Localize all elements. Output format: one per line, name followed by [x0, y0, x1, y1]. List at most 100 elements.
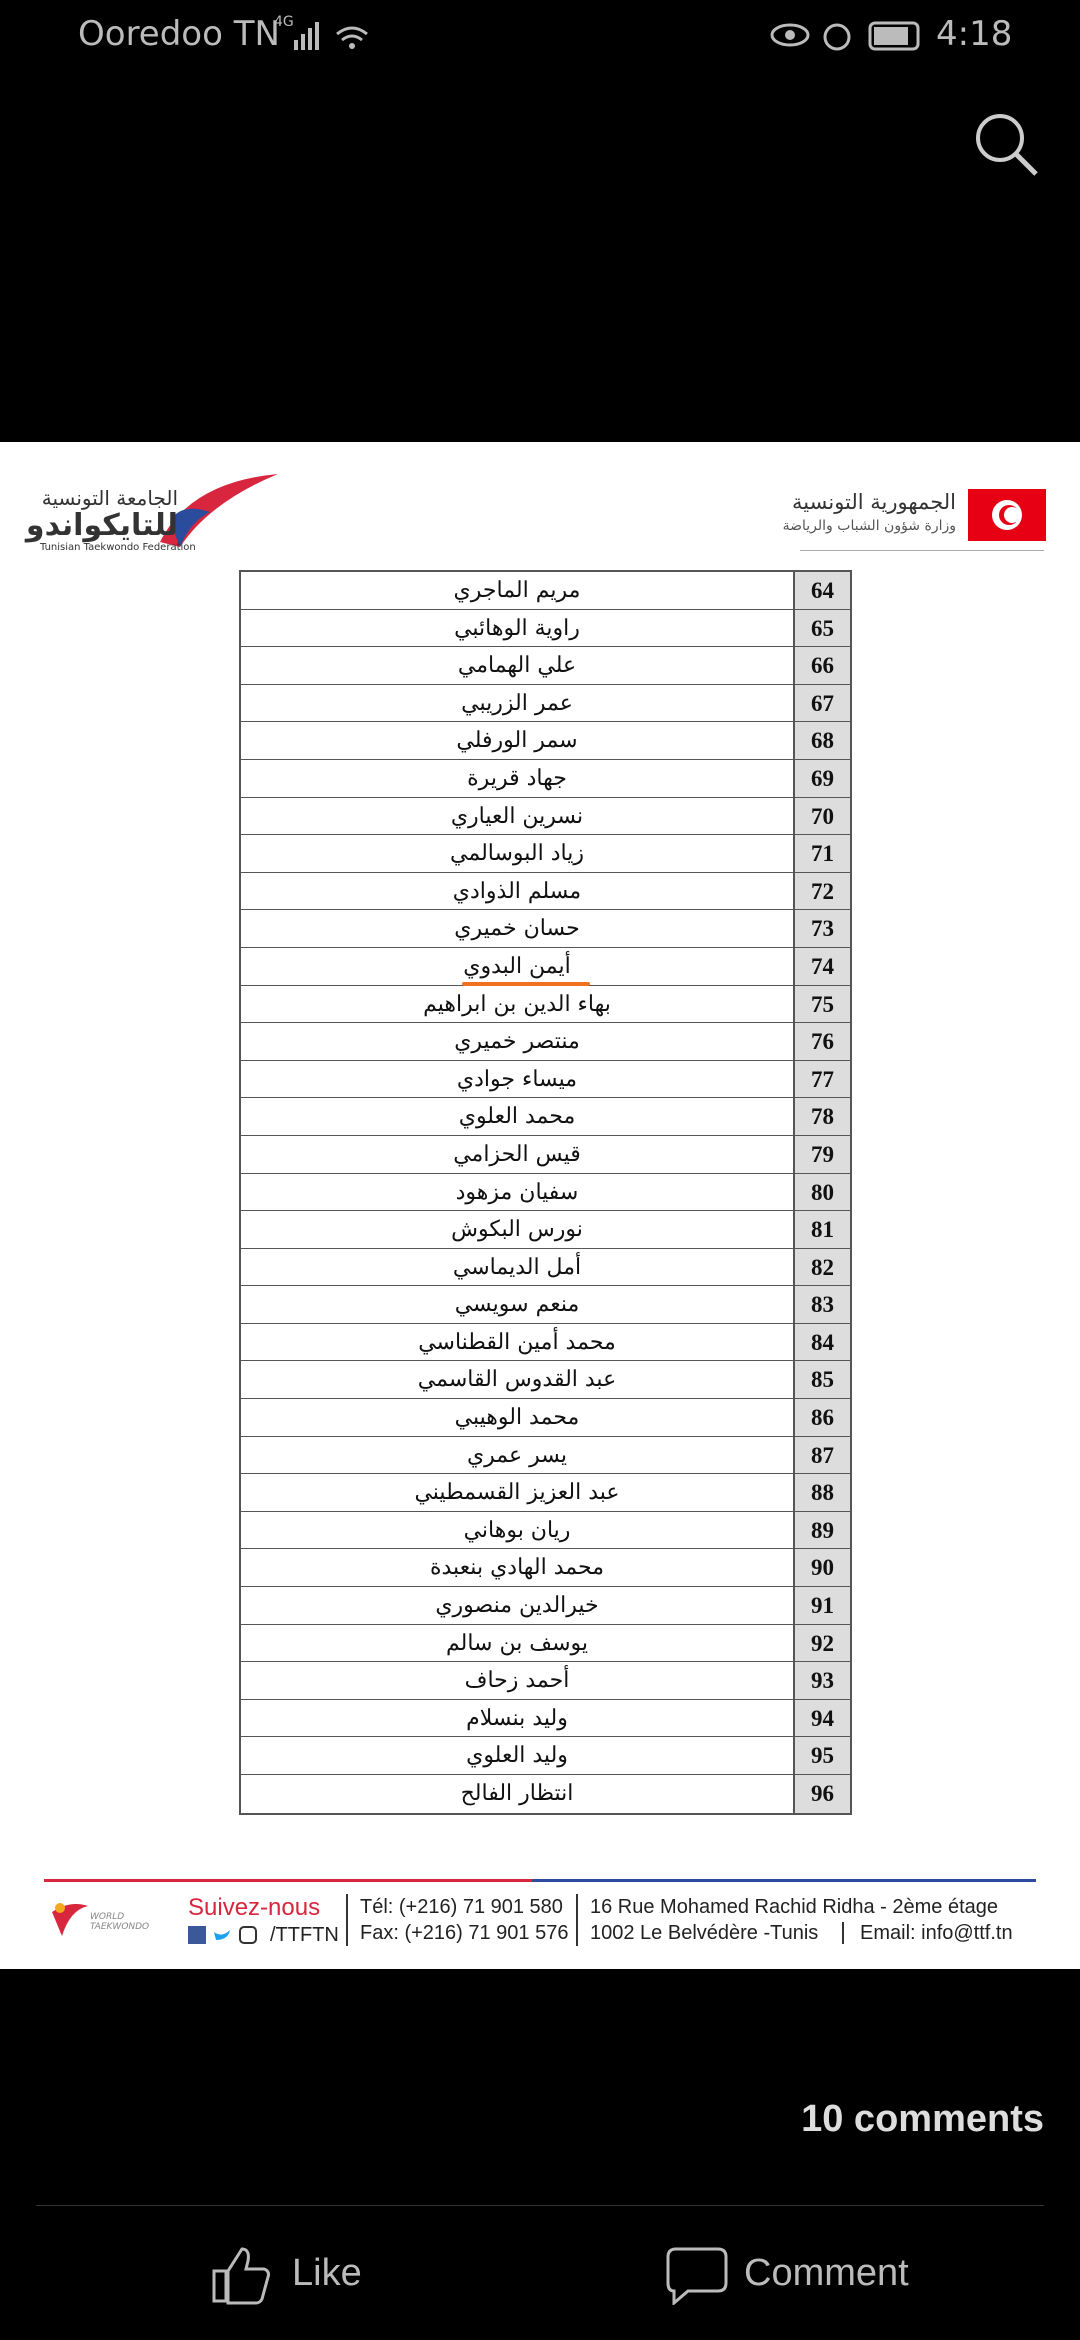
name-cell: أحمد زحاف [464, 1668, 570, 1694]
search-button[interactable] [970, 108, 1042, 180]
number-cell: 85 [793, 1361, 850, 1399]
name-cell: أمل الديماسي [452, 1254, 582, 1280]
social-icons[interactable] [188, 1926, 270, 1946]
table-row: وليد بنسلام 94 [241, 1699, 850, 1738]
table-row: منعم سويسي 83 [241, 1286, 850, 1324]
table-row: محمد أمين القطناسي 84 [241, 1323, 850, 1362]
status-icons [770, 21, 920, 51]
comment-button[interactable]: Comment [744, 2252, 909, 2294]
name-cell: حسان خميري [454, 916, 580, 942]
name-cell: راوية الوهائبي [454, 615, 580, 641]
number-cell: 79 [793, 1135, 850, 1173]
name-cell: سمر الورفلي [456, 728, 578, 754]
name-cell: منتصر خميري [454, 1029, 580, 1055]
name-cell: سفيان مزهود [455, 1179, 579, 1205]
address: 1002 Le Belvédère -Tunis [590, 1922, 819, 1944]
wt-logo-text: WORLD TAEKWONDO [90, 1912, 150, 1932]
number-cell: 65 [793, 609, 850, 647]
number-cell: 66 [793, 647, 850, 684]
name-table: مريم الماجري 64 راوية الوهائبي 65 علي الهمام… [239, 570, 852, 1815]
sep [576, 1894, 578, 1946]
number-cell: 81 [793, 1211, 850, 1248]
federation-logo [160, 474, 278, 547]
like-button[interactable]: Like [292, 2252, 362, 2294]
number-cell: 67 [793, 684, 850, 722]
name-cell: أيمن البدوي [463, 953, 571, 979]
table-row: وليد العلوي 95 [241, 1737, 850, 1775]
table-row: علي الهمامي 66 [241, 647, 850, 685]
table-row: بهاء الدين بن ابراهيم 75 [241, 985, 850, 1024]
name-cell: مريم الماجري [453, 578, 581, 603]
footer-rule [532, 1879, 1036, 1882]
name-cell: زياد البوسالمي [450, 841, 584, 867]
number-cell: 76 [793, 1023, 850, 1060]
table-row: أمل الديماسي 82 [241, 1248, 850, 1287]
number-cell: 78 [793, 1098, 850, 1135]
name-cell: محمد الهادي بنعبدة [429, 1555, 604, 1581]
comments-count[interactable]: 10 comments [801, 2098, 1044, 2140]
table-row: يوسف بن سالم 92 [241, 1624, 850, 1663]
name-cell: قيس الحزامي [453, 1141, 581, 1167]
number-cell: 83 [793, 1286, 850, 1323]
email: Email: info@ttf.tn [860, 1922, 1013, 1944]
footer-rule [44, 1879, 532, 1882]
table-row: عبد العزيز القسمطيني 88 [241, 1474, 850, 1512]
table-row: مسلم الذوادي 72 [241, 872, 850, 911]
number-cell: 70 [793, 797, 850, 835]
number-cell: 80 [793, 1173, 850, 1211]
number-cell: 84 [793, 1323, 850, 1361]
number-cell: 73 [793, 910, 850, 947]
follow: Suivez-nous [188, 1894, 321, 1921]
name-cell: ميساء جوادي [456, 1066, 578, 1092]
federation-name-ar: للتايكواندو [25, 508, 178, 543]
table-row: نورس البكوش 81 [241, 1211, 850, 1249]
name-cell: انتظار الفالح [460, 1781, 574, 1806]
table-row: انتظار الفالح 96 [241, 1775, 850, 1813]
name-cell: مسلم الذوادي [452, 878, 582, 904]
number-cell: 69 [793, 759, 850, 797]
comment-icon[interactable] [666, 2245, 728, 2305]
name-cell: بهاء الدين بن ابراهيم [423, 991, 611, 1017]
like-icon[interactable] [210, 2245, 274, 2305]
network: 4G [274, 14, 294, 30]
number-cell: 64 [793, 572, 850, 609]
name-cell: عبد العزيز القسمطيني [414, 1480, 620, 1506]
table-row: منتصر خميري 76 [241, 1023, 850, 1061]
name-cell: محمد الوهيبي [454, 1405, 580, 1431]
name-cell: ريان بوهاني [463, 1517, 571, 1543]
document-image[interactable]: الجامعة التونسية للتايكواندو Tunisian Ta… [0, 442, 1080, 1969]
name-cell: نسرين العياري [450, 803, 584, 829]
table-row: قيس الحزامي 79 [241, 1135, 850, 1174]
number-cell: 86 [793, 1399, 850, 1436]
table-row: محمد الهادي بنعبدة 90 [241, 1549, 850, 1588]
sep [346, 1894, 348, 1946]
number-cell: 82 [793, 1248, 850, 1286]
name-cell: يسر عمري [466, 1442, 568, 1468]
republic: الجمهورية التونسية [792, 490, 956, 514]
table-row: نسرين العياري 70 [241, 797, 850, 836]
name-cell: علي الهمامي [457, 653, 577, 679]
table-row: أحمد زحاف 93 [241, 1662, 850, 1700]
name-cell: منعم سويسي [454, 1292, 580, 1318]
fax: Fax: (+216) 71 901 576 [360, 1922, 569, 1944]
number-cell: 71 [793, 835, 850, 872]
name-cell: محمد أمين القطناسي [418, 1329, 616, 1355]
number-cell: 93 [793, 1662, 850, 1699]
name-cell: وليد العلوي [466, 1743, 568, 1769]
number-cell: 95 [793, 1737, 850, 1774]
clock: 4:18 [936, 14, 1013, 54]
table-row: سفيان مزهود 80 [241, 1173, 850, 1212]
number-cell: 87 [793, 1436, 850, 1474]
table-row: حسان خميري 73 [241, 910, 850, 948]
number-cell: 89 [793, 1511, 850, 1549]
name-cell: نورس البكوش [451, 1217, 583, 1243]
table-row: ريان بوهاني 89 [241, 1511, 850, 1550]
number-cell: 68 [793, 722, 850, 759]
number-cell: 91 [793, 1587, 850, 1624]
number-cell: 72 [793, 872, 850, 910]
sep [842, 1922, 844, 1944]
number-cell: 96 [793, 1775, 850, 1813]
table-row: سمر الورفلي 68 [241, 722, 850, 760]
table-row: جهاد قريرة 69 [241, 759, 850, 798]
